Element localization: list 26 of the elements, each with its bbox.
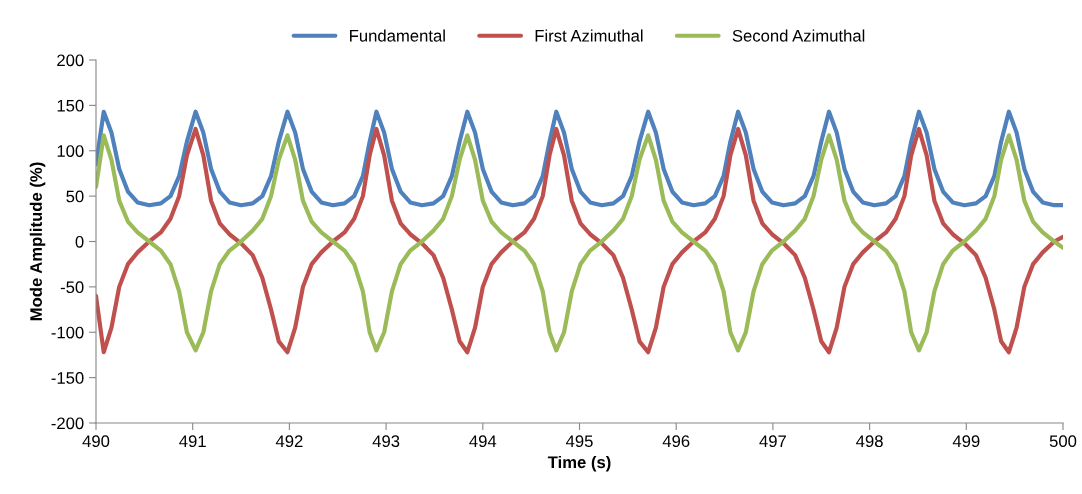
x-tick-label: 493 (372, 435, 400, 448)
x-tick-label: 496 (662, 435, 690, 448)
x-tick-label: 497 (759, 435, 786, 448)
y-tick-label: 200 (57, 54, 84, 67)
y-tick-label: 150 (57, 99, 84, 112)
y-tick-label: -100 (51, 326, 84, 339)
x-tick-label: 499 (952, 435, 980, 448)
legend-label: Fundamental (350, 29, 445, 42)
x-tick-label: 498 (856, 435, 883, 448)
y-tick-label: 100 (57, 145, 84, 157)
line-series (96, 109, 1063, 208)
y-tick-label: 0 (75, 235, 84, 248)
x-tick-label: 490 (82, 435, 110, 448)
x-axis-title: Time (s) (547, 455, 611, 472)
x-tick-label: 500 (1049, 435, 1077, 448)
x-tick-label: 494 (469, 435, 497, 448)
y-axis-title: Mode Amplitude (%) (29, 162, 46, 321)
legend-label: First Azimuthal (535, 29, 643, 42)
x-tick-label: 491 (179, 435, 206, 448)
y-tick-label: -50 (60, 281, 84, 294)
legend-label: Second Azimuthal (732, 29, 865, 42)
x-tick-label: 495 (565, 435, 593, 448)
y-tick-label: -150 (51, 372, 84, 384)
y-tick-label: -200 (51, 417, 84, 430)
x-tick-label: 492 (275, 435, 303, 448)
y-tick-label: 50 (66, 190, 84, 203)
